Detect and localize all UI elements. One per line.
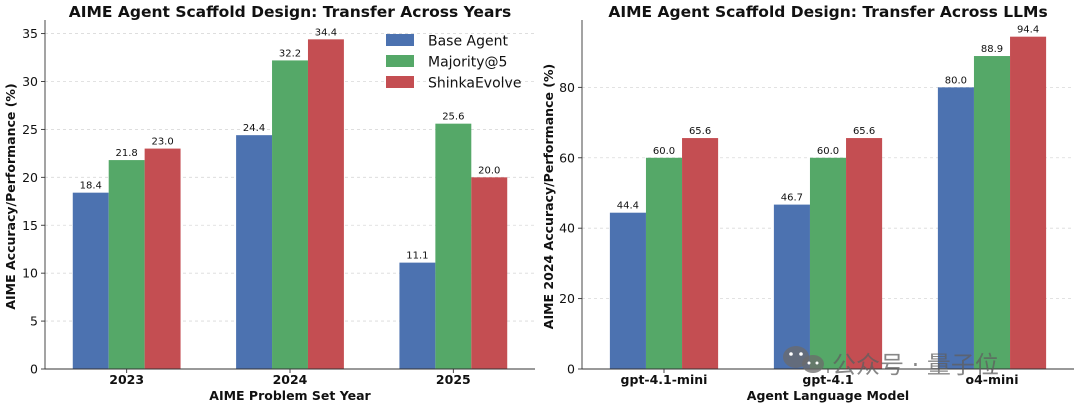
bar-majority-5-gpt-4-1: [809, 157, 847, 369]
x-tick-label: gpt-4.1: [802, 372, 853, 387]
bar-majority-5-2024: [272, 60, 308, 370]
chart-transfer-across-years: 0510152025303518.421.823.0202324.432.234…: [3, 3, 535, 403]
chart-title: AIME Agent Scaffold Design: Transfer Acr…: [608, 3, 1047, 21]
y-tick-label: 5: [30, 314, 38, 329]
data-label-majority-5-gpt-4-1-mini: 60.0: [653, 146, 675, 157]
bar-shinkaevolve-2023: [144, 148, 181, 369]
bar-majority-5-o4-mini: [973, 56, 1011, 370]
data-label-shinkaevolve-gpt-4-1: 65.6: [853, 126, 875, 137]
bar-shinkaevolve-o4-mini: [1010, 36, 1047, 370]
data-label-shinkaevolve-o4-mini: 94.4: [1017, 25, 1039, 36]
data-label-shinkaevolve-2023: 23.0: [151, 137, 173, 148]
data-label-majority-5-gpt-4-1: 60.0: [817, 146, 839, 157]
y-tick-label: 80: [559, 80, 575, 95]
bar-base-agent-o4-mini: [937, 87, 974, 370]
watermark-text: 公众号 · 量子位: [832, 351, 999, 379]
y-tick-label: 20: [559, 291, 575, 306]
bar-base-agent-2023: [72, 192, 109, 369]
wechat-icon: [783, 346, 824, 373]
legend-swatch-majority-5: [386, 55, 414, 67]
data-label-base-agent-gpt-4-1-mini: 44.4: [617, 201, 639, 212]
watermark: 公众号 · 量子位: [783, 346, 999, 379]
y-tick-label: 25: [22, 122, 38, 137]
bar-majority-5-gpt-4-1-mini: [645, 157, 683, 369]
y-tick-label: 30: [22, 74, 38, 89]
data-label-shinkaevolve-2024: 34.4: [315, 27, 337, 38]
data-label-majority-5-2025: 25.6: [442, 112, 464, 123]
y-axis-label: AIME Accuracy/Performance (%): [3, 83, 18, 309]
data-label-base-agent-o4-mini: 80.0: [945, 75, 967, 86]
data-label-base-agent-2025: 11.1: [406, 251, 428, 262]
x-axis-label: AIME Problem Set Year: [209, 388, 371, 403]
y-axis-label: AIME 2024 Accuracy/Performance (%): [541, 64, 556, 329]
legend-label-base-agent: Base Agent: [428, 34, 508, 50]
y-tick-label: 40: [559, 221, 575, 236]
bar-base-agent-2025: [399, 262, 436, 369]
x-tick-label: 2023: [109, 372, 144, 387]
y-tick-label: 10: [22, 266, 38, 281]
data-label-base-agent-2024: 24.4: [243, 123, 265, 134]
y-tick-label: 15: [22, 218, 38, 233]
y-tick-label: 20: [22, 170, 38, 185]
x-tick-label: 2024: [273, 372, 308, 387]
bar-majority-5-2023: [108, 160, 145, 369]
data-label-base-agent-gpt-4-1: 46.7: [781, 193, 803, 204]
bar-base-agent-gpt-4-1: [773, 204, 810, 369]
bar-shinkaevolve-gpt-4-1: [846, 138, 883, 369]
y-tick-label: 0: [30, 362, 38, 377]
data-label-majority-5-2024: 32.2: [279, 48, 301, 59]
data-label-shinkaevolve-2025: 20.0: [478, 165, 500, 176]
x-axis-label: Agent Language Model: [747, 388, 909, 403]
legend-label-majority-5: Majority@5: [428, 55, 507, 71]
x-tick-label: o4-mini: [966, 372, 1019, 387]
data-label-base-agent-2023: 18.4: [80, 181, 102, 192]
y-tick-label: 35: [22, 26, 38, 41]
bar-base-agent-gpt-4-1-mini: [609, 212, 646, 369]
y-tick-label: 0: [567, 362, 575, 377]
legend-swatch-shinkaevolve: [386, 76, 414, 88]
bar-base-agent-2024: [236, 135, 273, 369]
bar-shinkaevolve-2024: [307, 39, 344, 369]
bar-majority-5-2025: [435, 123, 472, 370]
legend-swatch-base-agent: [386, 34, 414, 46]
x-tick-label: 2025: [436, 372, 471, 387]
data-label-majority-5-o4-mini: 88.9: [981, 44, 1003, 55]
chart-title: AIME Agent Scaffold Design: Transfer Acr…: [69, 3, 512, 21]
data-label-shinkaevolve-gpt-4-1-mini: 65.6: [689, 126, 711, 137]
legend: Base Agent Majority@5 ShinkaEvolve: [386, 34, 521, 92]
y-tick-label: 60: [559, 150, 575, 165]
bar-shinkaevolve-gpt-4-1-mini: [682, 138, 719, 369]
x-tick-label: gpt-4.1-mini: [621, 372, 708, 387]
bar-shinkaevolve-2025: [471, 177, 508, 369]
data-label-majority-5-2023: 21.8: [116, 148, 138, 159]
chart-transfer-across-llms: 0 20 40 60 80 44.4 60.0 65.6 gpt-4.1-mini 46.7 60.…: [541, 3, 1074, 403]
legend-label-shinkaevolve: ShinkaEvolve: [428, 76, 521, 92]
